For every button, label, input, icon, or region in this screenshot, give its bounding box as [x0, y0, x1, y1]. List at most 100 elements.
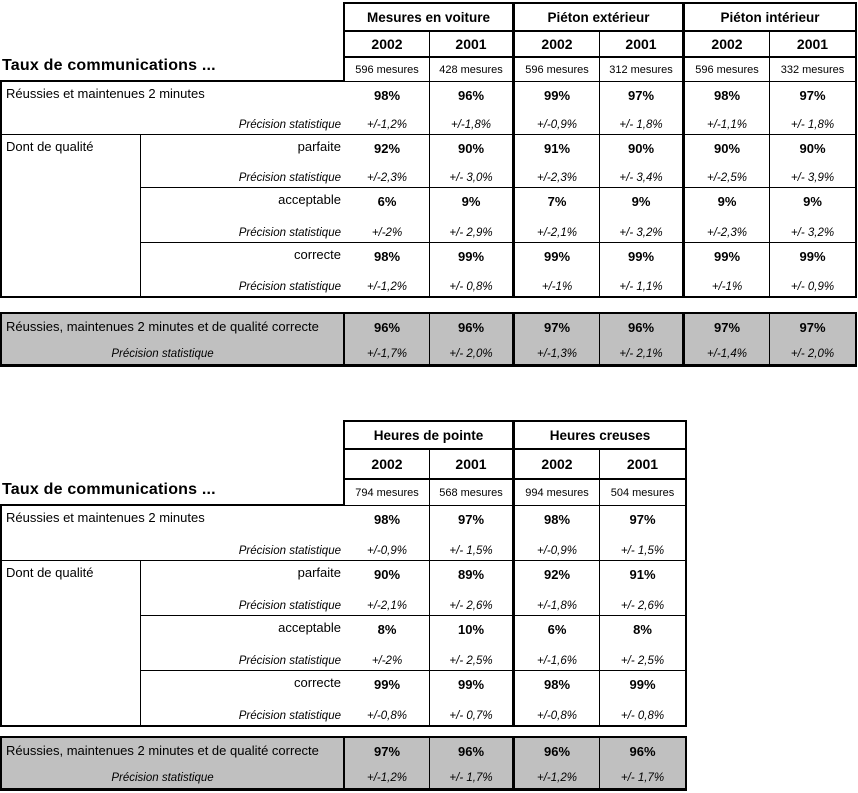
year-header: 2001	[600, 450, 685, 480]
measure-count: 794 mesures	[345, 480, 430, 506]
metric-precision: +/-0,8%	[537, 710, 577, 722]
summary-value: 96%	[373, 320, 401, 335]
summary-precision: +/-1,3%	[537, 348, 577, 360]
year-header: 2002	[515, 32, 600, 58]
summary-cell: 96% +/-1,7%	[345, 314, 430, 364]
data-cell: 98% +/-0,9%	[515, 506, 600, 561]
metric-value: 9%	[631, 194, 651, 209]
metric-value: 9%	[717, 194, 737, 209]
row-label: Réussies et maintenues 2 minutes	[6, 86, 205, 101]
metric-precision: +/-1%	[541, 281, 573, 293]
metric-precision: +/-2,1%	[367, 600, 407, 612]
quality-section-label: Dont de qualité	[2, 561, 141, 725]
summary-cell: 96% +/- 2,0%	[430, 314, 515, 364]
metric-precision: +/- 3,4%	[619, 172, 663, 184]
metric-precision: +/-2%	[371, 655, 403, 667]
metric-value: 97%	[629, 512, 656, 527]
metric-value: 91%	[629, 567, 656, 582]
metric-precision: +/- 1,5%	[620, 545, 665, 557]
data-cell: 10% +/- 2,5%	[430, 616, 515, 671]
metric-precision: +/-2,3%	[707, 227, 747, 239]
metric-precision: +/-2,1%	[537, 227, 577, 239]
precision-label: Précision statistique	[238, 281, 341, 293]
metric-precision: +/- 1,5%	[449, 545, 493, 557]
precision-label: Précision statistique	[238, 710, 341, 722]
metric-precision: +/-0,9%	[537, 119, 577, 131]
data-cell: 6% +/-2%	[345, 188, 430, 243]
year-header: 2001	[770, 32, 855, 58]
summary-precision: +/-1,2%	[537, 772, 577, 784]
data-cell: 97% +/- 1,8%	[770, 82, 855, 135]
data-cell: 99% +/-1%	[685, 243, 770, 296]
table2-data-grid: Heures de pointe Heures creuses 2002 200…	[343, 420, 687, 727]
data-cell: 9% +/-2,3%	[685, 188, 770, 243]
summary-cell: 96% +/-1,2%	[515, 738, 600, 788]
metric-precision: +/-1,8%	[537, 600, 577, 612]
metric-precision: +/-1,6%	[537, 655, 577, 667]
table2-title: Taux de communications ...	[2, 481, 216, 498]
quality-row-label: acceptable	[278, 620, 341, 635]
metric-value: 98%	[373, 512, 401, 527]
year-header: 2001	[430, 32, 515, 58]
metric-precision: +/-1%	[711, 281, 743, 293]
metric-precision: +/- 0,8%	[449, 281, 493, 293]
measure-count: 332 mesures	[770, 58, 855, 82]
metric-value: 96%	[457, 88, 485, 103]
metric-precision: +/- 3,0%	[449, 172, 493, 184]
summary-value: 97%	[713, 320, 741, 335]
precision-label: Précision statistique	[111, 772, 214, 784]
metric-value: 98%	[543, 677, 571, 692]
year-header: 2001	[430, 450, 515, 480]
metric-precision: +/-1,1%	[707, 119, 747, 131]
metric-precision: +/- 3,2%	[790, 227, 835, 239]
metric-value: 9%	[461, 194, 481, 209]
data-cell: 99% +/- 1,1%	[600, 243, 685, 296]
summary-cell: 97% +/-1,2%	[345, 738, 430, 788]
metric-precision: +/- 3,9%	[790, 172, 835, 184]
data-cell: 92% +/-2,3%	[345, 135, 430, 188]
group-header: Piéton extérieur	[515, 4, 685, 32]
metric-value: 99%	[543, 249, 571, 264]
metric-value: 99%	[629, 677, 656, 692]
group-header: Piéton intérieur	[685, 4, 855, 32]
summary-cell: 97% +/-1,3%	[515, 314, 600, 364]
precision-label: Précision statistique	[238, 545, 341, 557]
data-cell: 91% +/-2,3%	[515, 135, 600, 188]
summary-cell: 97% +/- 2,0%	[770, 314, 855, 364]
precision-label: Précision statistique	[238, 600, 341, 612]
metric-precision: +/-0,8%	[367, 710, 407, 722]
data-cell: 90% +/- 3,9%	[770, 135, 855, 188]
metric-value: 6%	[377, 194, 397, 209]
data-cell: 98% +/-1,2%	[345, 243, 430, 296]
data-cell: 97% +/- 1,5%	[430, 506, 515, 561]
metric-value: 90%	[373, 567, 401, 582]
data-cell: 97% +/- 1,5%	[600, 506, 685, 561]
quality-row-label-cell: parfaite Précision statistique	[141, 135, 345, 188]
metric-precision: +/- 2,6%	[449, 600, 493, 612]
summary-precision: +/-1,7%	[367, 348, 407, 360]
data-cell: 9% +/- 3,2%	[770, 188, 855, 243]
summary-precision: +/- 2,0%	[790, 348, 835, 360]
data-cell: 90% +/- 3,0%	[430, 135, 515, 188]
data-cell: 89% +/- 2,6%	[430, 561, 515, 616]
metric-value: 7%	[547, 194, 567, 209]
measure-count: 596 mesures	[345, 58, 430, 82]
metric-precision: +/- 2,6%	[620, 600, 665, 612]
data-cell: 99% +/- 0,9%	[770, 243, 855, 296]
summary-label-cell: Réussies, maintenues 2 minutes et de qua…	[2, 314, 345, 364]
quality-row-label-cell: correcte Précision statistique	[141, 243, 345, 296]
summary-precision: +/- 2,0%	[449, 348, 493, 360]
data-cell: 8% +/- 2,5%	[600, 616, 685, 671]
metric-value: 91%	[543, 141, 571, 156]
summary-value: 96%	[543, 744, 571, 759]
metric-value: 99%	[799, 249, 826, 264]
quality-section-label: Dont de qualité	[2, 135, 141, 296]
summary-value: 97%	[799, 320, 826, 335]
row-label-cell: Réussies et maintenues 2 minutes Précisi…	[2, 82, 345, 135]
measure-count: 596 mesures	[685, 58, 770, 82]
metric-precision: +/- 2,5%	[449, 655, 493, 667]
metric-precision: +/- 1,1%	[619, 281, 663, 293]
summary-value: 96%	[627, 320, 655, 335]
data-cell: 9% +/- 2,9%	[430, 188, 515, 243]
metric-value: 99%	[713, 249, 741, 264]
